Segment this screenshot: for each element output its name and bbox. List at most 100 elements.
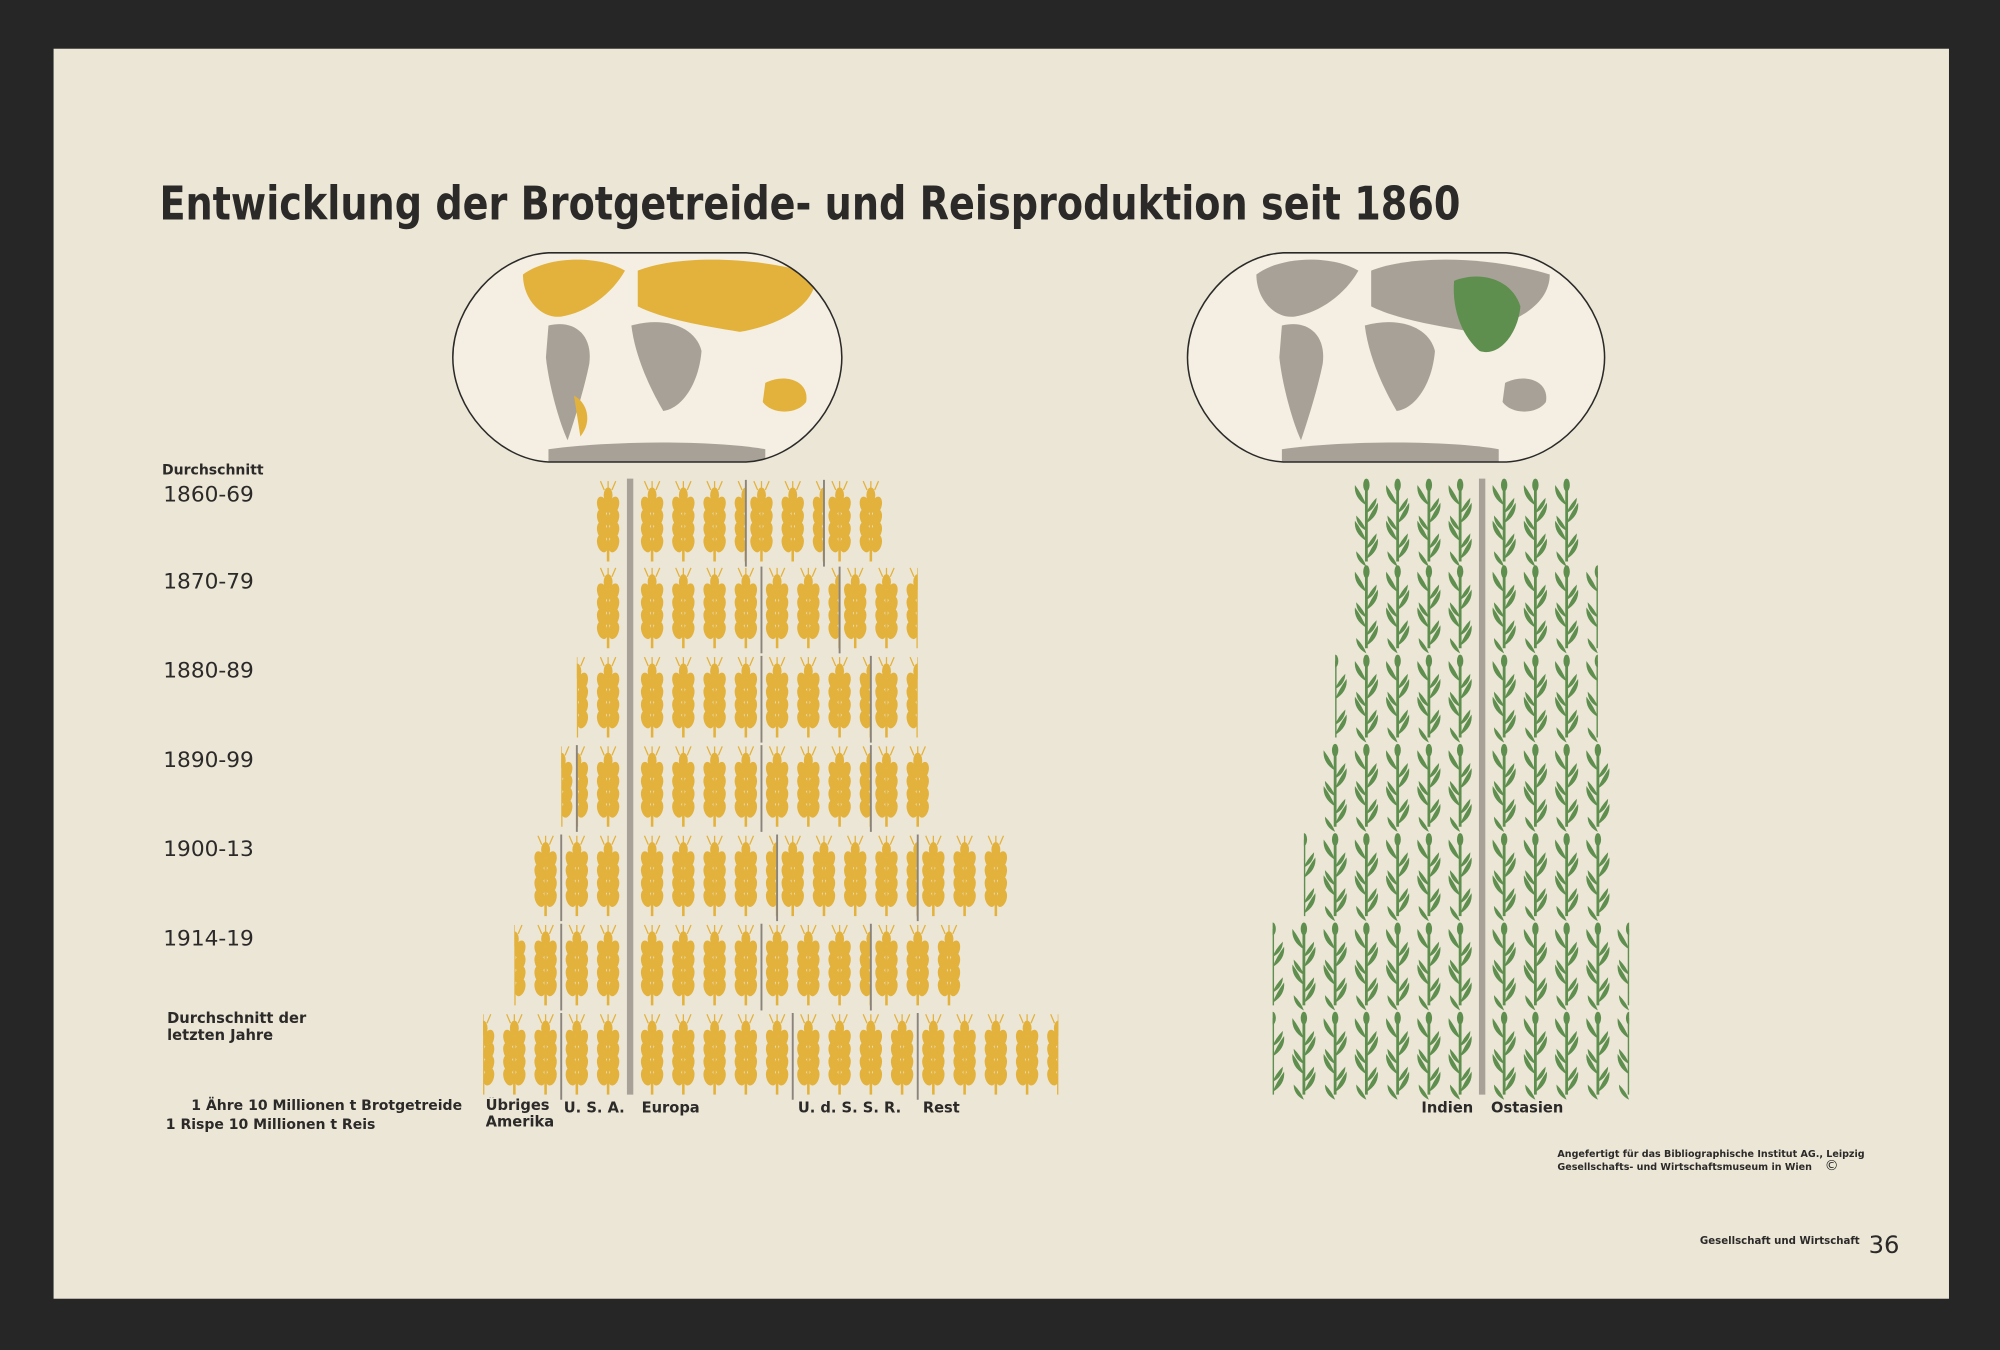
grain	[572, 931, 582, 947]
leaf	[1324, 959, 1336, 975]
rice-icon	[1417, 654, 1441, 743]
panicle	[1456, 478, 1464, 492]
leaf	[1335, 977, 1346, 993]
wheat-icon	[596, 480, 620, 562]
awn	[909, 924, 915, 935]
leaf	[1418, 515, 1429, 531]
leaf	[1272, 941, 1283, 957]
leaf	[1428, 1030, 1440, 1047]
wheat-icon	[765, 835, 778, 917]
leaf	[1354, 1053, 1367, 1075]
grain	[714, 800, 726, 818]
wheat-icon	[565, 1014, 589, 1095]
grain	[984, 889, 996, 907]
awn	[831, 924, 837, 935]
wheat-icon	[672, 746, 695, 827]
grain	[781, 534, 793, 553]
grain	[797, 621, 809, 640]
leaf	[1504, 709, 1515, 725]
category-label: Durchschnitt der letzten Jahre	[167, 1010, 306, 1043]
legend-label: Indien	[1421, 1100, 1473, 1117]
leaf	[1460, 584, 1471, 600]
grain	[886, 889, 898, 907]
unit-legend: 1 Ähre 10 Millionen t Brotgetreide	[191, 1097, 462, 1114]
leaf	[1535, 982, 1547, 1003]
panicle	[1456, 743, 1464, 757]
panicle	[1363, 1011, 1370, 1025]
grain	[672, 889, 684, 907]
leaf	[1292, 964, 1304, 985]
unit-legend: 1 Rispe 10 Millionen t Reis	[166, 1117, 376, 1133]
leaf	[1535, 941, 1546, 957]
leaf	[1356, 995, 1367, 1011]
leaf	[1303, 982, 1316, 1003]
leaf	[1397, 852, 1408, 868]
wheat-icon	[565, 924, 589, 1006]
panicle	[1394, 565, 1401, 579]
leaf	[1504, 625, 1516, 646]
grain	[882, 574, 891, 590]
wheat-icon	[703, 1014, 726, 1095]
leaf	[1493, 780, 1505, 797]
leaf	[1356, 780, 1367, 797]
grain	[750, 534, 762, 553]
grain	[949, 978, 961, 997]
leaf	[1418, 995, 1429, 1011]
leaf	[1417, 571, 1429, 593]
awn	[753, 480, 759, 491]
grain	[871, 1068, 883, 1086]
rice-icon	[1292, 1011, 1316, 1100]
panicle	[1331, 833, 1339, 846]
leaf	[1417, 839, 1429, 860]
leaf	[1397, 714, 1410, 735]
icon-row	[1492, 922, 1630, 1011]
leaf	[1460, 714, 1472, 735]
leaf	[1555, 571, 1567, 593]
awn	[655, 567, 661, 578]
grain	[761, 534, 773, 553]
icon-row	[844, 567, 918, 649]
leaf	[1418, 780, 1429, 797]
rice-icon	[1323, 833, 1347, 922]
leaf	[1556, 780, 1567, 797]
awn	[749, 924, 755, 935]
leaf	[1354, 928, 1367, 950]
leaf	[1448, 1053, 1461, 1075]
leaf	[1556, 602, 1567, 618]
grain	[683, 978, 695, 997]
rice-icon	[1555, 743, 1579, 832]
awn	[784, 480, 790, 491]
grain	[514, 931, 519, 947]
awn	[768, 835, 774, 845]
grain	[710, 487, 720, 503]
icon-row	[875, 746, 929, 827]
awn	[831, 656, 837, 667]
wheat-icon	[890, 1014, 914, 1095]
rice-icon	[1523, 654, 1547, 743]
leaf	[1335, 893, 1347, 914]
grain	[906, 889, 918, 907]
leaf	[1492, 750, 1505, 771]
grain	[913, 752, 923, 769]
grain	[565, 1068, 577, 1086]
leaf	[1493, 515, 1505, 531]
grain	[703, 1068, 715, 1086]
leaf	[1566, 533, 1577, 549]
grain	[714, 621, 726, 640]
rice-icon	[1354, 743, 1378, 832]
grain	[772, 931, 782, 947]
leaf	[1535, 852, 1546, 868]
leaf	[1417, 696, 1429, 718]
panicle	[1300, 1011, 1308, 1025]
rice-icon	[1586, 1011, 1610, 1100]
leaf	[1555, 875, 1567, 896]
awn	[831, 1014, 837, 1024]
grain	[672, 1068, 684, 1086]
leaf	[1366, 1030, 1377, 1047]
icon-row	[576, 656, 620, 738]
leaf	[1460, 502, 1472, 524]
rice-icon	[1586, 565, 1598, 654]
legend-label: U. S. A.	[564, 1100, 625, 1117]
leaf	[1504, 798, 1515, 815]
leaf	[1597, 798, 1609, 815]
